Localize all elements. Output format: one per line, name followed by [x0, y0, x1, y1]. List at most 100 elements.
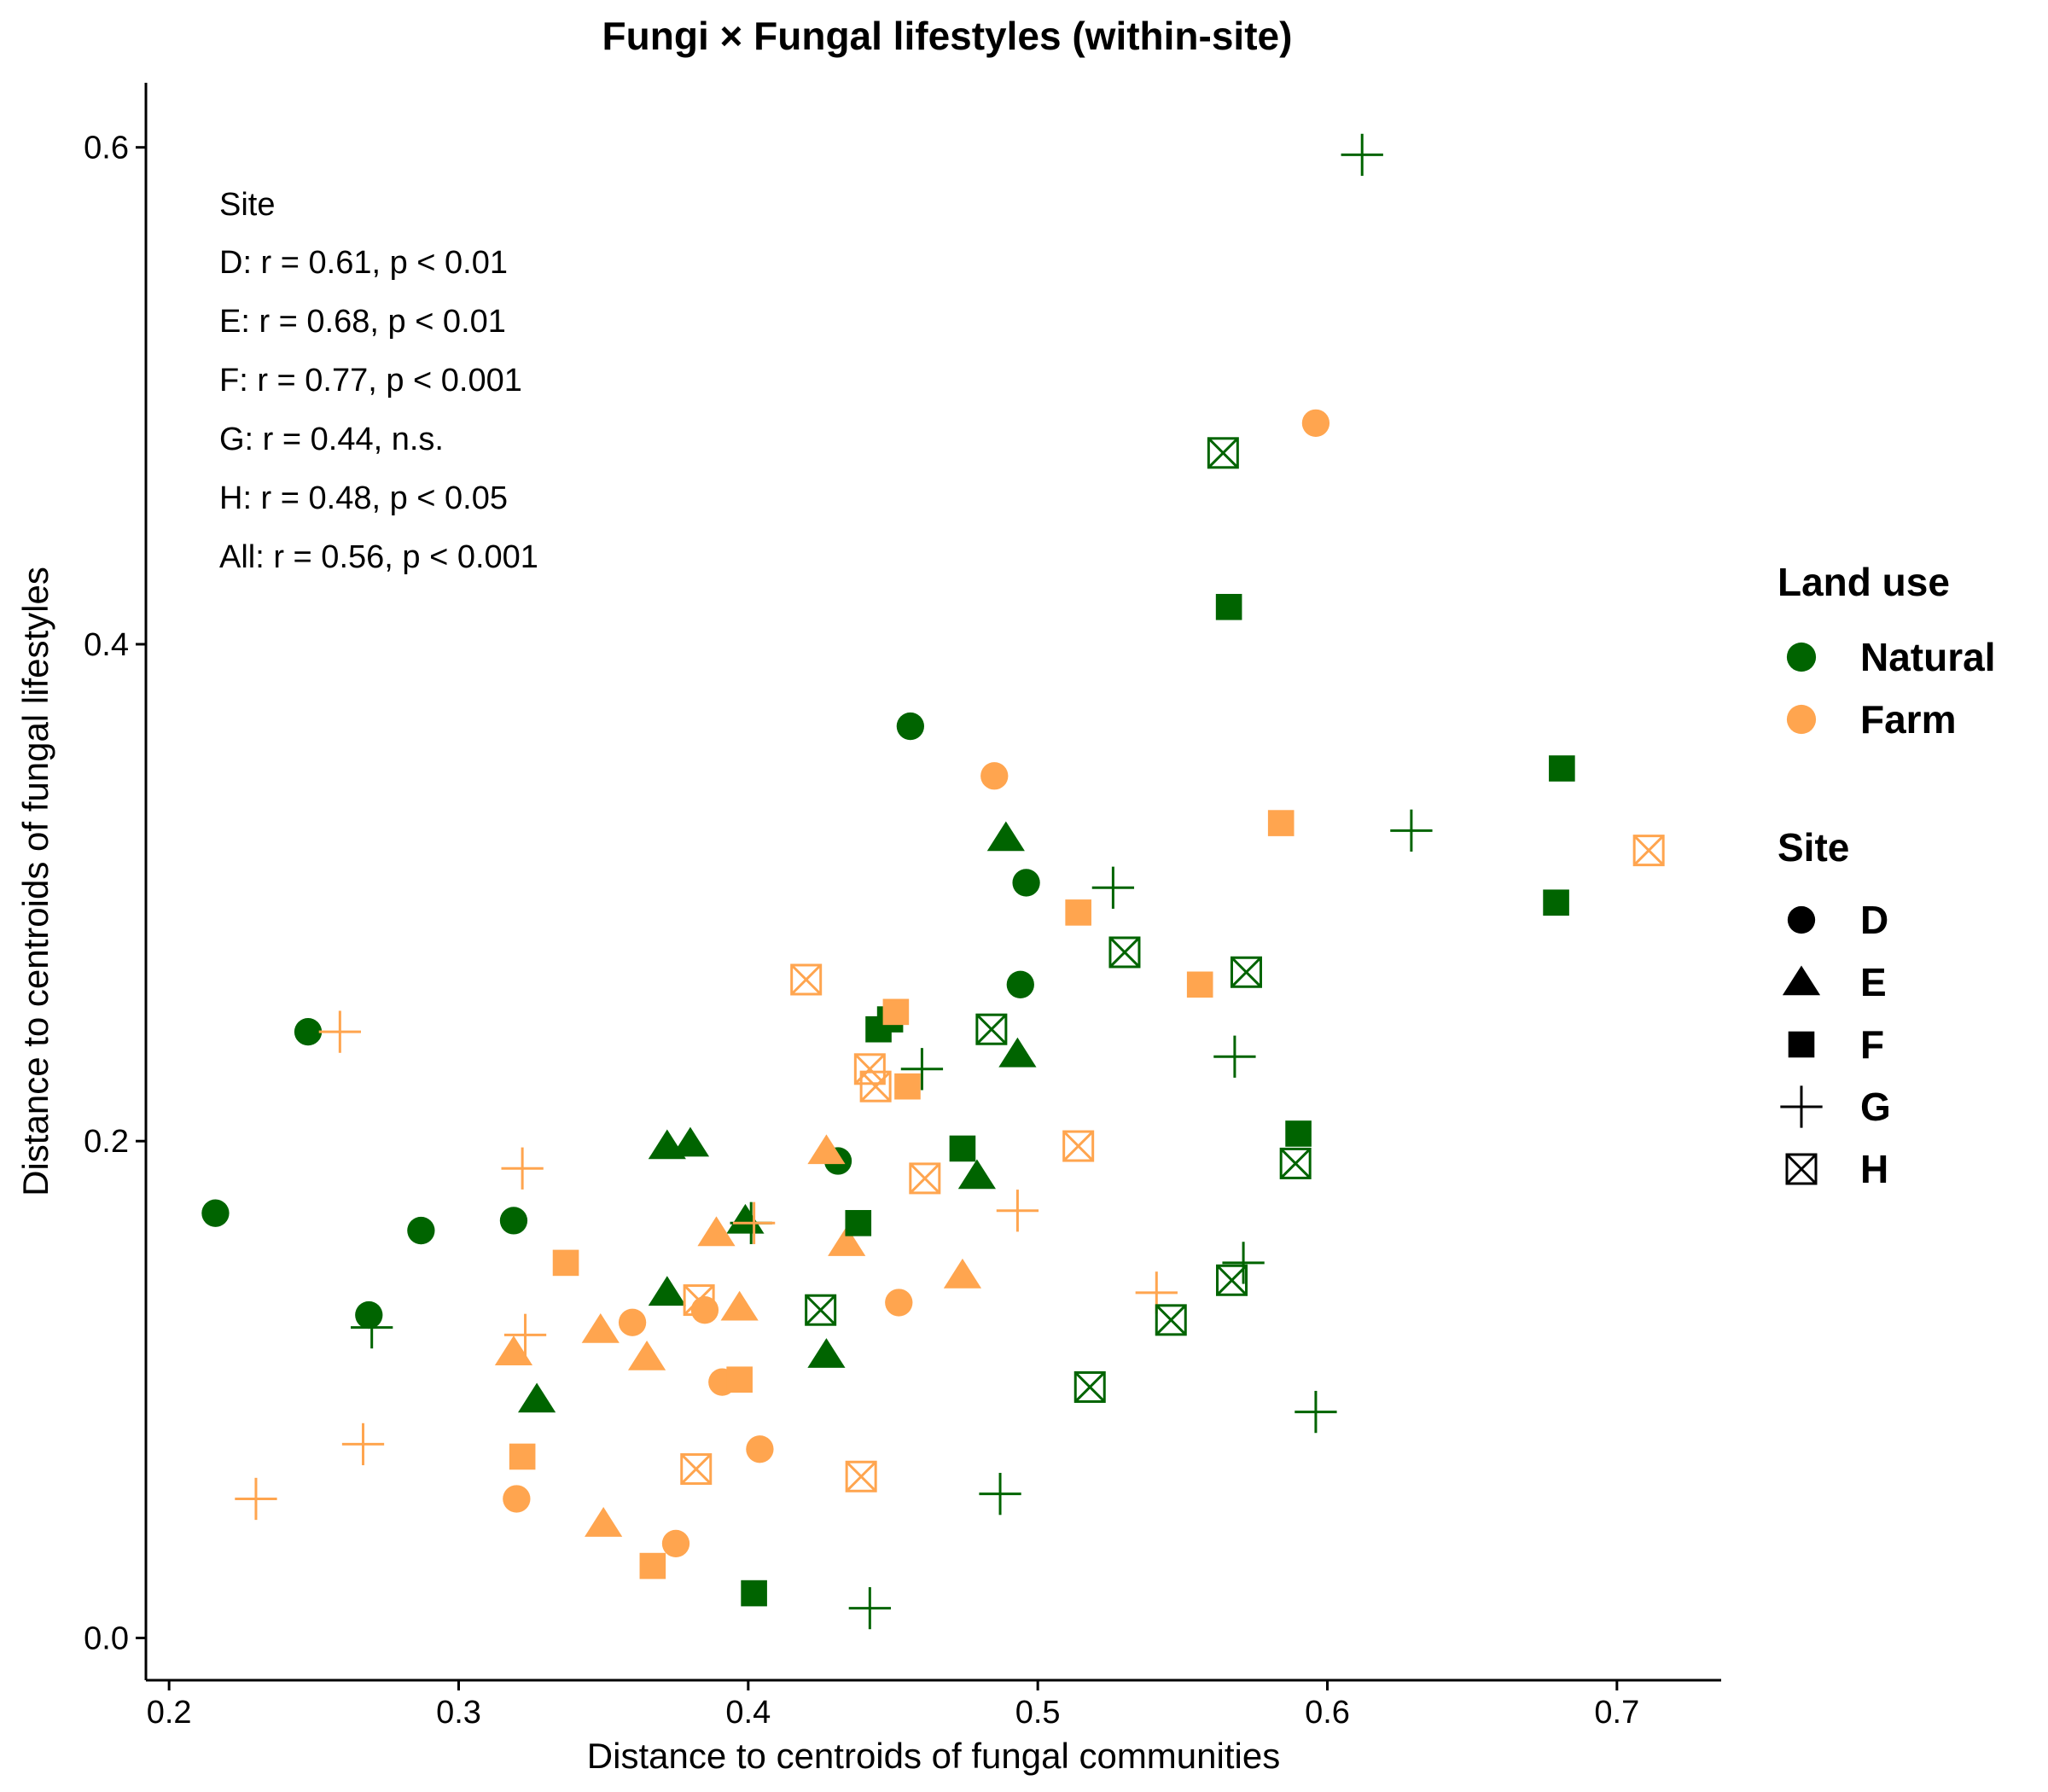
y-tick-label: 0.2	[84, 1124, 129, 1160]
annotation-line: E: r = 0.68, p < 0.01	[219, 304, 506, 340]
point-circle	[885, 1289, 913, 1317]
point-triangle	[1782, 965, 1821, 996]
point-x2	[805, 1295, 836, 1326]
point-box	[1108, 936, 1141, 969]
data-point	[741, 1580, 767, 1607]
point-square	[1543, 889, 1569, 916]
data-point	[828, 1226, 866, 1256]
x-tick-label: 0.3	[436, 1695, 481, 1731]
point-square	[552, 1249, 579, 1277]
data-point	[235, 1477, 277, 1521]
data-point	[894, 1073, 921, 1100]
data-point	[509, 1443, 536, 1470]
annotation-line: H: r = 0.48, p < 0.05	[219, 480, 508, 516]
point-circle	[503, 1485, 531, 1513]
data-point	[746, 1435, 774, 1463]
data-point	[648, 1276, 686, 1306]
data-point	[1285, 1120, 1312, 1147]
point-square	[1549, 755, 1575, 782]
point-box	[859, 1070, 892, 1103]
legend-land-use: Land use Natural Farm	[1777, 560, 1995, 742]
data-point	[845, 1460, 877, 1492]
y-tick-label: 0.0	[84, 1621, 129, 1657]
point-x2	[846, 1461, 877, 1492]
data-point	[201, 1199, 230, 1227]
point-box	[1216, 1264, 1248, 1296]
point-box	[845, 1460, 877, 1492]
x-tick-label: 0.5	[1015, 1695, 1061, 1731]
correlation-annotation: Site D: r = 0.61, p < 0.01 E: r = 0.68, …	[219, 187, 538, 575]
point-square	[1065, 899, 1091, 926]
point-square	[1186, 971, 1213, 998]
data-point	[1222, 1242, 1265, 1284]
data-point	[1215, 593, 1242, 620]
point-circle	[355, 1300, 383, 1329]
x-tick-label: 0.7	[1594, 1695, 1639, 1731]
point-x2	[1062, 1130, 1094, 1162]
data-point	[1006, 970, 1034, 998]
y-tick-label: 0.4	[84, 627, 129, 663]
data-point	[805, 1294, 837, 1326]
chart-title: Fungi × Fungal lifestyles (within-site)	[602, 14, 1293, 58]
point-x2	[1074, 1371, 1106, 1403]
plot-area	[201, 133, 1665, 1630]
point-triangle	[581, 1312, 620, 1343]
data-point	[585, 1507, 623, 1537]
data-point	[1213, 1035, 1256, 1078]
point-triangle	[807, 1338, 846, 1368]
data-point	[1207, 437, 1239, 469]
point-triangle	[648, 1276, 686, 1306]
data-point	[697, 1216, 736, 1247]
data-point	[1390, 809, 1433, 852]
data-point	[1091, 866, 1135, 909]
data-point	[790, 963, 823, 996]
point-x2	[680, 1453, 712, 1485]
data-point	[980, 762, 1009, 790]
point-x2	[684, 1284, 715, 1316]
point-box	[805, 1294, 837, 1326]
data-point	[975, 1013, 1008, 1045]
data-point	[680, 1453, 713, 1486]
point-triangle	[671, 1126, 710, 1157]
legend-key	[1788, 1031, 1815, 1058]
x-tick-label: 0.6	[1305, 1695, 1350, 1731]
point-circle	[896, 712, 925, 741]
point-box	[1207, 437, 1239, 469]
data-point	[518, 1382, 556, 1413]
x-axis-ticks: 0.2 0.3 0.4 0.5 0.6 0.7	[147, 1680, 1639, 1731]
data-point	[949, 1135, 976, 1162]
data-point	[1543, 889, 1569, 916]
data-point	[1301, 409, 1330, 438]
data-point	[986, 821, 1025, 852]
legend-label: H	[1860, 1147, 1888, 1191]
point-triangle	[807, 1134, 846, 1165]
data-point	[807, 1338, 846, 1368]
annotation-line: Site	[219, 187, 275, 223]
point-x2	[1231, 957, 1262, 988]
point-square	[1267, 810, 1295, 836]
point-x2	[1633, 835, 1665, 866]
legend-label: E	[1860, 960, 1887, 1004]
legend-title: Site	[1777, 825, 1849, 870]
data-point	[845, 1210, 872, 1236]
data-point	[1108, 936, 1141, 969]
point-square	[639, 1552, 666, 1580]
point-circle	[1786, 704, 1817, 735]
y-tick-label: 0.6	[84, 131, 129, 166]
point-x2	[1785, 1153, 1818, 1185]
data-point	[909, 1162, 941, 1195]
data-point	[996, 1190, 1039, 1232]
point-square	[949, 1135, 976, 1162]
legend-label: D	[1860, 898, 1888, 942]
data-point	[1155, 1304, 1187, 1336]
data-point	[979, 1472, 1021, 1516]
point-square	[509, 1443, 536, 1470]
point-square	[882, 998, 910, 1026]
legend-label: G	[1860, 1085, 1891, 1129]
point-triangle	[957, 1159, 997, 1190]
point-circle	[201, 1199, 230, 1227]
data-point	[1279, 1147, 1312, 1179]
point-square	[1788, 1031, 1815, 1058]
point-circle	[690, 1296, 719, 1324]
